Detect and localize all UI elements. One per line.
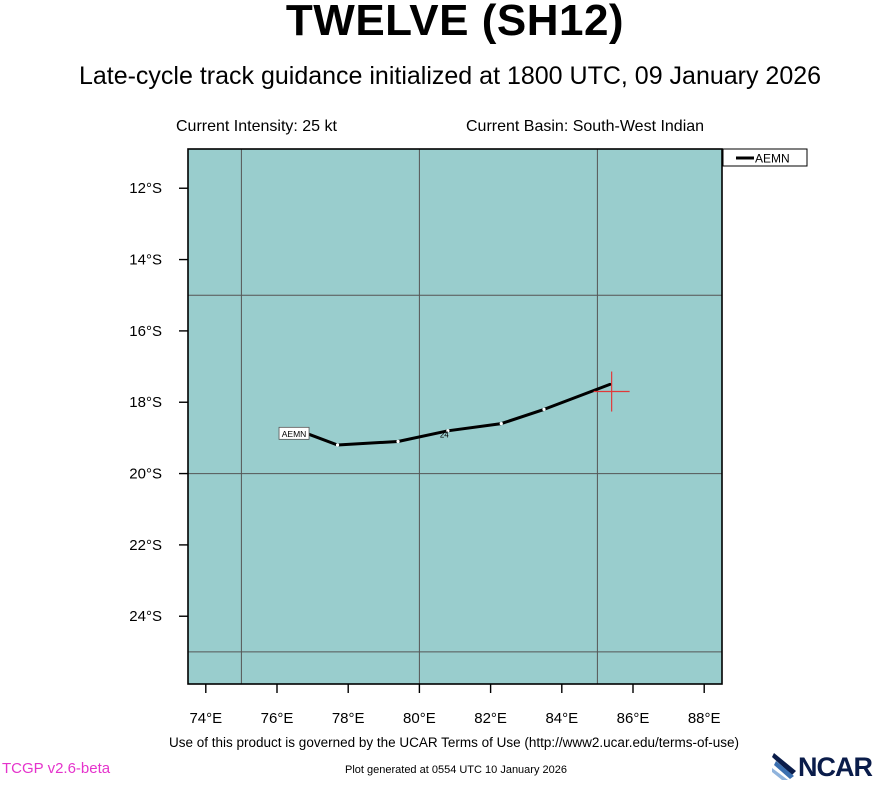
forecast-hour-label: 24 <box>440 431 449 440</box>
grid-lines <box>188 149 722 684</box>
lat-tick-label: 24°S <box>129 608 162 625</box>
terms-of-use: Use of this product is governed by the U… <box>169 735 739 750</box>
current-basin: Current Basin: South-West Indian <box>466 118 705 135</box>
version-label: TCGP v2.6-beta <box>2 760 111 777</box>
lon-tick-label: 88°E <box>688 710 721 727</box>
track-lines: 24 AEMN <box>278 382 612 447</box>
ncar-logo: NCAR <box>770 749 873 782</box>
lat-tick-label: 18°S <box>129 394 162 411</box>
legend-box <box>722 148 808 167</box>
track-point <box>542 407 546 411</box>
axis-ticks: 74°E 76°E 78°E 80°E 82°E 84°E 86°E 88°E 12°S 14°S… <box>129 180 720 727</box>
track-end-label: AEMN <box>282 429 307 439</box>
plot-generated-label: Plot generated at 0554 UTC 10 January 20… <box>345 764 567 776</box>
track-point <box>446 429 450 433</box>
lon-tick-label: 82°E <box>474 710 507 727</box>
track-end-label-box <box>278 426 310 440</box>
track-point <box>396 439 400 444</box>
lon-tick-label: 76°E <box>261 710 294 727</box>
lon-tick-label: 78°E <box>332 710 365 727</box>
legend: AEMN <box>722 148 808 167</box>
current-intensity: Current Intensity: 25 kt <box>176 118 337 135</box>
lon-tick-label: 84°E <box>545 710 578 727</box>
current-position-marker <box>593 371 630 412</box>
ncar-logo-text: NCAR <box>798 752 873 782</box>
lat-tick-label: 14°S <box>129 252 162 269</box>
lon-tick-label: 86°E <box>617 710 650 727</box>
ocean-background <box>188 149 722 684</box>
ncar-logo-icon <box>772 753 796 780</box>
lat-tick-label: 12°S <box>129 180 162 197</box>
lat-tick-label: 16°S <box>129 323 162 340</box>
lon-tick-label: 80°E <box>403 710 436 727</box>
legend-entry-label: AEMN <box>755 152 790 166</box>
track-point <box>499 422 503 426</box>
map-frame <box>187 148 723 685</box>
map-subtitle: Late-cycle track guidance initialized at… <box>78 62 822 90</box>
lat-tick-label: 20°S <box>129 466 162 483</box>
lat-tick-label: 22°S <box>129 537 162 554</box>
lon-tick-label: 74°E <box>189 710 222 727</box>
track-point <box>335 443 340 447</box>
map-title: TWELVE (SH12) <box>285 0 625 45</box>
